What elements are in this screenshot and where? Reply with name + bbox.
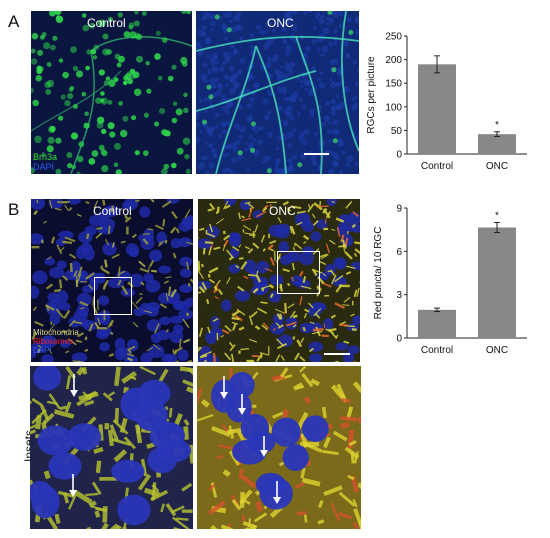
chart-a-rgcs-per-picture: 0 50 100 150 200 250 RGCs per picture Control ON… <box>366 32 527 172</box>
scale-bar-b <box>324 353 350 355</box>
inset-control-micrograph <box>30 366 193 529</box>
brn3a-control-micrograph <box>31 11 192 174</box>
y-tick-label: 6 <box>396 247 402 258</box>
inset-control-image <box>30 366 193 529</box>
stain-brn3a-label: Brn3a <box>33 152 58 162</box>
significance-star: * <box>495 120 499 131</box>
y-axis-title: Red puncta/ 10 RGC <box>373 227 384 320</box>
panel-b-control-label: Control <box>93 204 132 218</box>
stain-dapi-label-b: DAPI <box>33 346 52 355</box>
y-tick-label: 0 <box>396 334 402 345</box>
inset-onc-image <box>197 366 361 529</box>
stain-dapi-label: DAPI <box>33 162 55 172</box>
panel-b-letter: B <box>8 200 20 219</box>
inset-box-onc <box>277 251 320 294</box>
panel-a-control-image: Control Brn3a DAPI <box>31 11 192 174</box>
y-axis-title: RGCs per picture <box>366 56 377 134</box>
error-bar-control <box>434 307 440 313</box>
chart-b-red-puncta: 0 3 6 9 Red puncta/ 10 RGC Control ONC * <box>373 204 527 356</box>
y-tick-label: 50 <box>391 126 403 137</box>
panel-b-control-image: Control Mitochondria Ribosomes DAPI <box>31 199 193 362</box>
bar-onc <box>478 227 516 338</box>
panel-b-onc-image: ONC <box>198 199 360 362</box>
stain-mitochondria-label: Mitochondria <box>33 328 79 337</box>
panel-a-onc-image: ONC <box>196 11 359 174</box>
category-label-onc: ONC <box>486 161 508 172</box>
y-tick-label: 250 <box>385 32 402 43</box>
inset-box-control <box>94 277 132 315</box>
panel-a-onc-label: ONC <box>267 16 294 30</box>
category-label-control: Control <box>421 161 453 172</box>
mito-onc-micrograph <box>198 199 360 362</box>
category-label-control: Control <box>421 345 453 356</box>
error-bar-onc <box>494 221 500 234</box>
y-tick-label: 150 <box>385 79 402 90</box>
mito-control-micrograph <box>31 199 193 362</box>
category-label-onc: ONC <box>486 345 508 356</box>
y-tick-label: 0 <box>396 150 402 161</box>
panel-a-letter: A <box>8 12 20 31</box>
y-tick-label: 200 <box>385 55 402 66</box>
panel-b-onc-label: ONC <box>269 204 296 218</box>
y-tick-label: 100 <box>385 102 402 113</box>
bar-control <box>418 64 456 154</box>
panel-a-control-label: Control <box>87 16 126 30</box>
error-bar-control <box>434 55 440 74</box>
bar-control <box>418 309 456 338</box>
bar-onc <box>478 134 516 154</box>
scale-bar <box>304 153 329 155</box>
y-tick-label: 9 <box>396 204 402 215</box>
brn3a-onc-micrograph <box>196 11 359 174</box>
y-tick-label: 3 <box>396 290 402 301</box>
stain-ribosomes-label: Ribosomes <box>33 337 74 346</box>
significance-star: * <box>495 210 499 221</box>
inset-onc-micrograph <box>197 366 361 529</box>
error-bar-onc <box>494 131 500 138</box>
